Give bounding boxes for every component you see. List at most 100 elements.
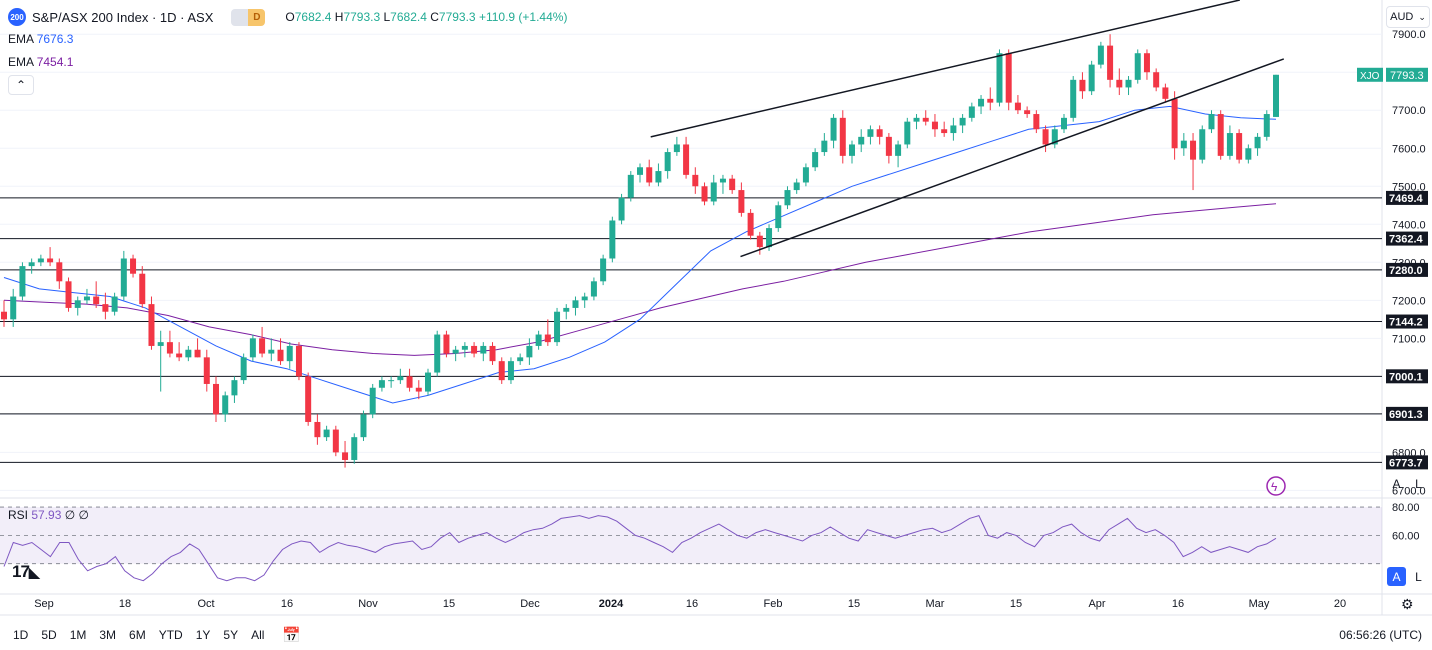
range-button-3m[interactable]: 3M — [99, 628, 117, 642]
candle-body — [471, 345, 478, 354]
candle-body — [849, 144, 855, 156]
candle-body — [609, 220, 616, 259]
range-button-all[interactable]: All — [251, 628, 265, 642]
candle-body — [941, 129, 948, 134]
range-button-6m[interactable]: 6M — [129, 628, 146, 642]
candle-body — [47, 258, 54, 263]
delayed-badge: D — [248, 8, 266, 26]
candle-body — [452, 349, 459, 354]
candle-body — [203, 357, 210, 384]
upper-channel-trendline — [650, 0, 1240, 138]
candle-body — [1005, 53, 1012, 103]
range-button-1y[interactable]: 1Y — [195, 628, 211, 642]
candle-body — [277, 349, 284, 362]
candle-body — [996, 53, 1003, 103]
collapse-legend-button[interactable]: ⌃ — [8, 75, 34, 95]
x-tick-label: 16 — [686, 598, 698, 610]
candle-body — [793, 182, 800, 191]
log-scale-button[interactable]: L — [1415, 476, 1422, 491]
y-tick-label: 7500.0 — [1392, 181, 1426, 193]
candle-body — [747, 212, 754, 236]
candle-body — [185, 349, 192, 358]
candle-body — [1180, 140, 1187, 149]
candle-body — [480, 345, 487, 354]
clock[interactable]: 06:56:26 (UTC) — [1339, 628, 1422, 642]
calendar-range-icon[interactable]: 📅 — [282, 627, 302, 644]
asx-logo: 200 — [8, 8, 26, 26]
candle-body — [1190, 140, 1197, 160]
candle-body — [1143, 53, 1150, 73]
x-tick-label: Nov — [358, 598, 378, 610]
market-status-pill[interactable]: D — [231, 8, 266, 26]
candle-body — [1263, 114, 1270, 137]
candle-body — [1042, 129, 1049, 145]
rsi-tick-label: 60.00 — [1392, 530, 1420, 542]
candle-body — [231, 380, 238, 396]
change-readout: +110.9 (+1.44%) — [478, 10, 568, 24]
candle-body — [1226, 133, 1233, 156]
candle-body — [867, 129, 874, 137]
range-button-1d[interactable]: 1D — [13, 628, 29, 642]
candle-body — [1070, 79, 1077, 118]
range-button-5y[interactable]: 5Y — [223, 628, 239, 642]
ema-fast-legend[interactable]: EMA 7676.3 — [8, 32, 74, 46]
level-price-tag — [1386, 190, 1428, 205]
candle-body — [1217, 114, 1224, 156]
candle-body — [1033, 114, 1040, 130]
rsi-legend[interactable]: RSI 57.93 ∅ ∅ — [8, 508, 89, 522]
rsi-auto-scale-button[interactable]: A — [1387, 567, 1406, 586]
symbol-tag — [1357, 67, 1383, 82]
range-button-ytd[interactable]: YTD — [158, 628, 183, 642]
candle-body — [692, 174, 699, 187]
candle-body — [259, 338, 266, 354]
y-tick-label: 7100.0 — [1392, 333, 1426, 345]
ohlc-readout: O7682.4 H7793.3 L7682.4 C7793.3 +110.9 (… — [285, 10, 568, 24]
candle-body — [1051, 129, 1058, 145]
y-tick-label: 7600.0 — [1392, 143, 1426, 155]
level-price-tag — [1386, 262, 1428, 277]
auto-scale-button[interactable]: A — [1392, 476, 1401, 491]
rsi-log-scale-button[interactable]: L — [1415, 569, 1422, 584]
candle-body — [655, 171, 662, 183]
candle-body — [839, 117, 846, 156]
candle-body — [590, 281, 597, 297]
candle-body — [305, 376, 312, 422]
candle-body — [978, 98, 985, 107]
symbol-title[interactable]: S&P/ASX 200 Index · 1D · ASX — [32, 9, 214, 25]
candle-body — [249, 338, 256, 358]
candle-body — [738, 190, 745, 213]
range-button-5d[interactable]: 5D — [41, 628, 57, 642]
candle-body — [922, 117, 929, 122]
candle-body — [360, 414, 367, 438]
candle-body — [93, 296, 100, 305]
candle-body — [213, 383, 219, 415]
candle-body — [563, 307, 570, 312]
candle-body — [1245, 148, 1252, 160]
symbol-tag-label: XJO — [1360, 71, 1380, 82]
candle-body — [1, 311, 7, 320]
candle-body — [526, 345, 533, 358]
tradingview-logo[interactable]: 17◣ — [12, 562, 40, 581]
x-tick-label: 20 — [1334, 598, 1346, 610]
candle-body — [931, 121, 938, 130]
gear-icon: ⚙ — [1401, 596, 1414, 612]
candle-body — [683, 144, 690, 175]
y-tick-label: 7200.0 — [1392, 295, 1426, 307]
candle-body — [286, 345, 293, 362]
candle-body — [56, 262, 63, 282]
level-price-label: 6901.3 — [1389, 409, 1423, 421]
level-price-label: 7280.0 — [1389, 265, 1423, 277]
level-price-label: 7469.4 — [1389, 193, 1424, 205]
currency-selector[interactable]: AUD ⌄ — [1386, 6, 1430, 28]
candle-body — [802, 167, 809, 183]
x-tick-label: 18 — [119, 598, 131, 610]
range-button-1m[interactable]: 1M — [69, 628, 87, 642]
ema-slow-legend[interactable]: EMA 7454.1 — [8, 55, 74, 69]
candle-body — [950, 125, 957, 134]
x-tick-label: 16 — [1172, 598, 1184, 610]
candle-body — [415, 387, 422, 392]
candle-body — [369, 387, 376, 415]
candle-body — [443, 334, 450, 354]
flash-icon: ϟ — [1271, 480, 1278, 494]
